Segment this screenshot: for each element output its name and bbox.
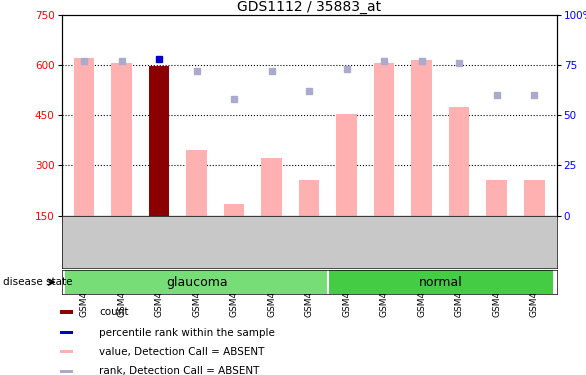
Bar [74,58,94,216]
Text: value, Detection Call = ABSENT: value, Detection Call = ABSENT [99,347,264,357]
Text: glaucoma: glaucoma [166,276,227,289]
Bar [299,180,319,216]
Bar [261,158,282,216]
Bar [60,310,73,314]
Bar [524,180,544,216]
Bar [328,270,553,294]
Text: percentile rank within the sample: percentile rank within the sample [99,328,275,338]
Bar [336,114,357,216]
Bar [224,204,244,216]
Bar [60,331,73,334]
Text: normal: normal [418,276,462,289]
Bar [411,60,432,216]
Bar [449,107,469,216]
Text: rank, Detection Call = ABSENT: rank, Detection Call = ABSENT [99,366,260,375]
Bar [186,150,207,216]
Bar [486,180,507,216]
Bar [374,63,394,216]
Text: count: count [99,307,128,317]
Bar [60,350,73,354]
Text: disease state: disease state [3,277,73,287]
Bar [65,270,328,294]
Bar [60,370,73,373]
Bar [111,63,132,216]
Bar [149,66,169,216]
Title: GDS1112 / 35883_at: GDS1112 / 35883_at [237,0,381,14]
